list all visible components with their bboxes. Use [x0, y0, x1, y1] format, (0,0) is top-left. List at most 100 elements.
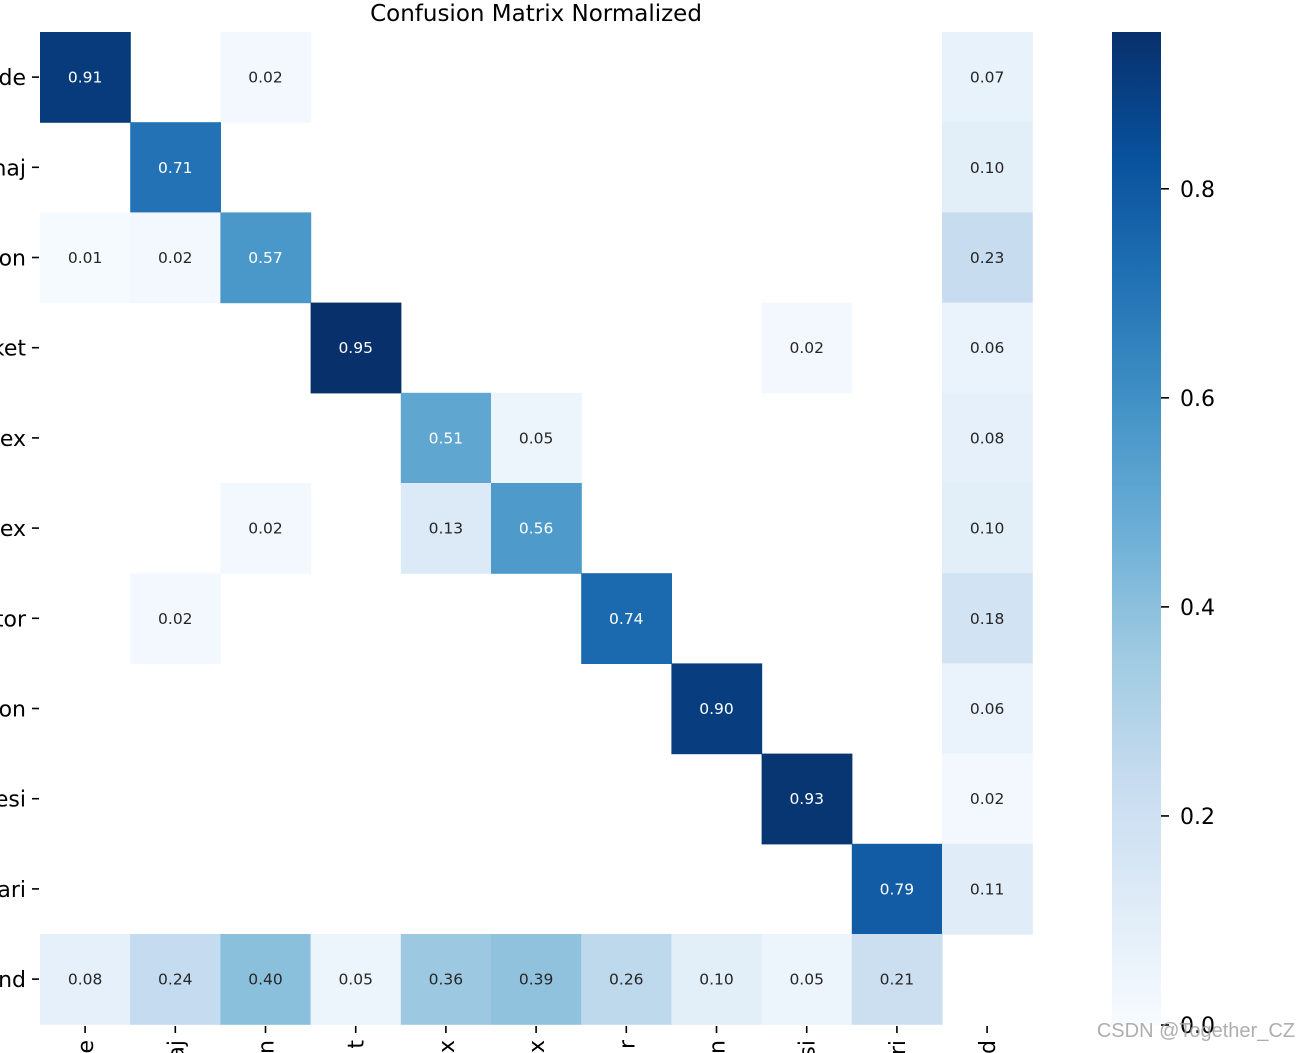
- cell-value-label: 0.91: [68, 69, 103, 87]
- heatmap-cells: 0.91 0.02 0.07 0.71 0.10 0.01 0.02 0.57 0.23 0.95…: [40, 32, 1033, 1025]
- colorbar-tick-label: 0.4: [1180, 596, 1215, 621]
- cell-value-label: 0.79: [880, 880, 915, 898]
- heatmap-cell: [761, 302, 853, 394]
- cell-value-label: 0.24: [158, 971, 193, 989]
- heatmap-cell: [942, 212, 1033, 304]
- cell-value-label: 0.07: [970, 69, 1005, 87]
- colorbar: 0.0 0.2 0.4 0.6 0.8: [1112, 32, 1215, 1039]
- cell-value-label: 0.21: [880, 971, 915, 989]
- cell-value-label: 0.02: [970, 790, 1005, 808]
- heatmap-cell: [942, 32, 1033, 123]
- heatmap-cell: [942, 843, 1033, 935]
- heatmap-cell: [581, 934, 672, 1025]
- heatmap-cell: [942, 663, 1033, 755]
- cell-value-label: 0.08: [970, 429, 1005, 447]
- heatmap-cell: [671, 934, 763, 1025]
- chart-title: Confusion Matrix Normalized: [370, 1, 702, 27]
- heatmap-cell: [130, 934, 221, 1025]
- heatmap-cell: [851, 934, 943, 1025]
- heatmap-cell: [761, 934, 853, 1025]
- column-label: r: [615, 1039, 640, 1049]
- column-label: si: [796, 1040, 821, 1053]
- colorbar-ticks: 0.0 0.2 0.4 0.6 0.8: [1161, 178, 1215, 1039]
- cell-value-label: 0.51: [429, 429, 464, 447]
- cell-value-label: 0.36: [429, 971, 464, 989]
- heatmap-cell: [310, 934, 402, 1025]
- column-label: e: [74, 1040, 99, 1053]
- cell-value-label: 0.02: [158, 249, 193, 267]
- cell-value-label: 0.56: [519, 520, 554, 538]
- cell-value-label: 0.57: [248, 249, 283, 267]
- heatmap-cell: [491, 392, 582, 484]
- heatmap-cell: [942, 302, 1033, 394]
- heatmap-cell: [220, 212, 312, 304]
- heatmap-cell: [942, 573, 1033, 664]
- heatmap-cell: [220, 934, 312, 1025]
- cell-value-label: 0.74: [609, 610, 644, 628]
- row-label: ex: [0, 517, 26, 542]
- cell-value-label: 0.71: [158, 159, 193, 177]
- column-label: x: [435, 1040, 460, 1053]
- row-label: on: [0, 698, 26, 723]
- heatmap-cell: [942, 392, 1033, 484]
- cell-value-label: 0.10: [699, 971, 734, 989]
- heatmap-cell: [130, 573, 221, 664]
- column-label: aj: [164, 1040, 189, 1053]
- heatmap-cell: [761, 753, 853, 845]
- heatmap-cell: [400, 483, 492, 574]
- row-label: ari: [0, 878, 26, 903]
- heatmap-cell: [40, 934, 131, 1025]
- heatmap-cell: [851, 843, 943, 935]
- heatmap-cell: [942, 122, 1033, 213]
- heatmap-cell: [671, 663, 763, 755]
- cell-value-label: 0.95: [338, 339, 373, 357]
- row-label: ket: [0, 337, 26, 362]
- column-label: x: [525, 1040, 550, 1053]
- heatmap-cell: [220, 483, 312, 574]
- row-label: tor: [0, 607, 27, 632]
- cell-value-label: 0.40: [248, 971, 283, 989]
- row-label: ex: [0, 427, 26, 452]
- row-label: de: [0, 66, 26, 91]
- cell-value-label: 0.05: [338, 971, 373, 989]
- heatmap-cell: [40, 212, 131, 304]
- cell-value-label: 0.90: [699, 700, 734, 718]
- cell-value-label: 0.10: [970, 520, 1005, 538]
- column-label: ri: [886, 1040, 911, 1053]
- cell-value-label: 0.02: [789, 339, 824, 357]
- column-labels: e aj n t x x r n si ri d: [74, 1026, 1001, 1053]
- cell-value-label: 0.18: [970, 610, 1005, 628]
- cell-value-label: 0.13: [429, 520, 464, 538]
- heatmap-cell: [400, 392, 492, 484]
- heatmap-cell: [220, 32, 312, 123]
- row-label: naj: [0, 156, 26, 181]
- cell-value-label: 0.01: [68, 249, 103, 267]
- cell-value-label: 0.06: [970, 700, 1005, 718]
- heatmap-cell: [491, 483, 582, 574]
- watermark-text: CSDN @Together_CZ: [1096, 1020, 1295, 1042]
- cell-value-label: 0.08: [68, 971, 103, 989]
- row-labels: de naj on ket ex ex tor on esi ari nd: [0, 66, 39, 993]
- cell-value-label: 0.02: [248, 520, 283, 538]
- cell-value-label: 0.11: [970, 880, 1005, 898]
- cell-value-label: 0.02: [158, 610, 193, 628]
- heatmap-cell: [310, 302, 402, 394]
- heatmap-cell: [130, 212, 221, 304]
- cell-value-label: 0.10: [970, 159, 1005, 177]
- row-label: nd: [0, 968, 26, 993]
- colorbar-tick-label: 0.2: [1180, 805, 1215, 830]
- cell-value-label: 0.05: [519, 429, 554, 447]
- colorbar-gradient: [1112, 32, 1161, 1025]
- colorbar-tick-label: 0.0: [1180, 1014, 1215, 1039]
- cell-value-label: 0.02: [248, 69, 283, 87]
- heatmap-cell: [942, 483, 1033, 574]
- column-label: d: [976, 1040, 1001, 1053]
- column-label: t: [345, 1040, 370, 1049]
- cell-value-label: 0.39: [519, 971, 554, 989]
- column-label: n: [706, 1040, 731, 1053]
- cell-value-label: 0.93: [789, 790, 824, 808]
- cell-value-label: 0.05: [789, 971, 824, 989]
- cell-value-label: 0.26: [609, 971, 644, 989]
- heatmap-cell: [581, 573, 672, 664]
